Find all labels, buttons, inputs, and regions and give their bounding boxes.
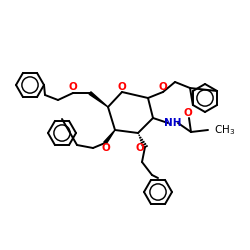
Polygon shape <box>89 92 108 107</box>
Text: O: O <box>118 82 126 92</box>
Text: NH: NH <box>164 118 182 128</box>
Text: O: O <box>102 143 110 153</box>
Text: O: O <box>136 143 144 153</box>
Text: CH$_3$: CH$_3$ <box>214 123 235 137</box>
Text: O: O <box>68 82 78 92</box>
Polygon shape <box>104 130 115 144</box>
Text: O: O <box>159 82 168 92</box>
Text: O: O <box>184 108 192 118</box>
